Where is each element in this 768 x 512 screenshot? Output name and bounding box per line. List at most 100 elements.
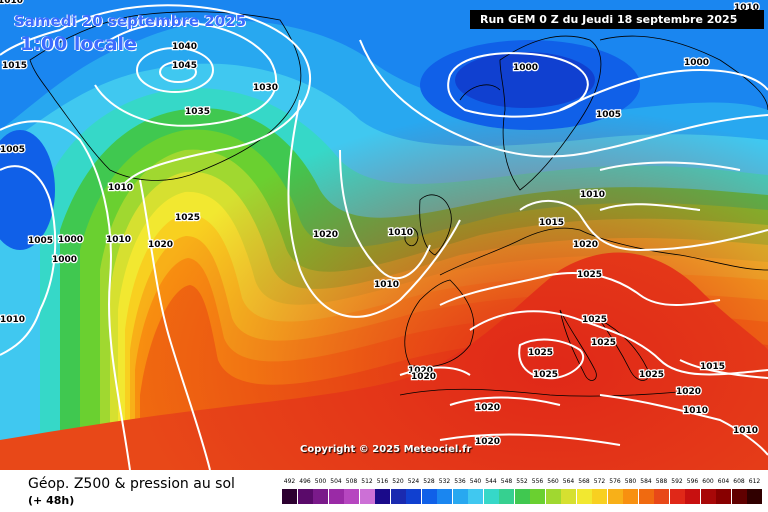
pressure-label: 1025 — [528, 348, 553, 358]
legend-value-label: 528 — [423, 478, 435, 485]
legend-color-swatch — [700, 489, 716, 504]
legend-color-swatch — [313, 489, 328, 504]
legend-color-swatch — [468, 489, 483, 504]
legend-value-label: 568 — [578, 478, 590, 485]
pressure-label: 1030 — [253, 83, 278, 93]
legend-value-label: 500 — [314, 478, 327, 485]
pressure-label: 1010 — [580, 190, 605, 200]
model-run-banner: Run GEM 0 Z du Jeudi 18 septembre 2025 — [470, 10, 764, 29]
legend-value-label: 604 — [717, 478, 730, 485]
legend-value-label: 584 — [640, 478, 652, 485]
pressure-label: 1025 — [533, 370, 558, 380]
pressure-label: 1000 — [58, 235, 83, 245]
legend-color-swatch — [638, 489, 654, 504]
legend-color-swatch — [545, 489, 561, 504]
legend-color-swatch — [483, 489, 499, 504]
legend-value-label: 612 — [748, 478, 761, 485]
pressure-label: 1020 — [676, 387, 701, 397]
pressure-label: 1020 — [475, 403, 500, 413]
pressure-label: 1010 — [0, 0, 23, 6]
pressure-label: 1020 — [573, 240, 598, 250]
legend-color-swatch — [669, 489, 685, 504]
pressure-label: 1010 — [683, 406, 708, 416]
legend-color-swatch — [421, 489, 437, 504]
pressure-label: 1025 — [577, 270, 602, 280]
pressure-label: 1005 — [596, 110, 621, 120]
legend-color-swatch — [406, 489, 421, 504]
pressure-label: 1000 — [513, 63, 538, 73]
weather-map: 1040 1045 1030 1035 1015 1005 1010 1025 … — [0, 0, 768, 470]
legend-value-label: 608 — [733, 478, 745, 485]
legend-value-label: 600 — [702, 478, 714, 485]
legend-value-label: 564 — [562, 478, 575, 485]
pressure-label: 1020 — [475, 437, 500, 447]
legend-value-label: 512 — [361, 478, 373, 485]
legend-value-label: 548 — [500, 478, 513, 485]
pressure-label: 1045 — [172, 61, 197, 71]
legend-color-swatch — [437, 489, 452, 504]
pressure-label: 1025 — [175, 213, 200, 223]
legend-value-label: 560 — [547, 478, 559, 485]
copyright-notice: Copyright © 2025 Meteociel.fr — [300, 444, 472, 455]
pressure-label: 1020 — [313, 230, 338, 240]
legend-color-swatch — [623, 489, 638, 504]
forecast-date: Samedi 20 septembre 2025 — [14, 12, 247, 30]
pressure-label: 1010 — [388, 228, 413, 238]
legend-value-label: 508 — [345, 478, 358, 485]
legend-color-swatch — [297, 489, 313, 504]
legend-color-swatch — [452, 489, 468, 504]
legend-color-swatch — [747, 489, 762, 504]
legend-color-swatch — [530, 489, 545, 504]
legend-color-swatch — [499, 489, 514, 504]
legend-color-swatch — [685, 489, 700, 504]
legend-value-label: 504 — [330, 478, 342, 485]
legend-value-label: 492 — [283, 478, 296, 485]
pressure-label: 1035 — [185, 107, 210, 117]
legend-value-label: 520 — [392, 478, 404, 485]
pressure-label: 1020 — [408, 366, 433, 376]
legend-value-label: 544 — [485, 478, 497, 485]
legend-color-swatch — [607, 489, 623, 504]
legend-value-label: 588 — [655, 478, 668, 485]
legend-color-swatch — [282, 489, 297, 504]
pressure-label: 1000 — [684, 58, 709, 68]
pressure-label: 1010 — [108, 183, 133, 193]
isobars — [0, 4, 768, 470]
pressure-label: 1005 — [28, 236, 53, 246]
legend-value-label: 596 — [686, 478, 699, 485]
legend-value-label: 516 — [376, 478, 389, 485]
pressure-label: 1010 — [106, 235, 131, 245]
pressure-label: 1010 — [374, 280, 399, 290]
legend-color-swatch — [731, 489, 747, 504]
pressure-label: 1025 — [639, 370, 664, 380]
pressure-label: 1015 — [700, 362, 725, 372]
forecast-local-time: 1:00 locale — [20, 33, 137, 55]
legend-value-label: 580 — [624, 478, 637, 485]
legend-value-label: 524 — [407, 478, 420, 485]
pressure-label: 1025 — [591, 338, 616, 348]
legend-color-swatch — [359, 489, 375, 504]
legend-color-swatch — [654, 489, 669, 504]
pressure-label: 1010 — [0, 315, 25, 325]
pressure-labels: 1040 1045 1030 1035 1015 1005 1010 1025 … — [0, 0, 760, 448]
pressure-label: 1005 — [0, 145, 25, 155]
legend-value-label: 576 — [609, 478, 621, 485]
legend-value-label: 532 — [438, 478, 451, 485]
legend-color-swatch — [576, 489, 592, 504]
pressure-label: 1010 — [733, 426, 758, 436]
legend-color-swatch — [328, 489, 344, 504]
pressure-label: 1020 — [411, 372, 436, 382]
legend-value-label: 592 — [671, 478, 683, 485]
pressure-label: 1020 — [148, 240, 173, 250]
color-scale-legend: 492 496 500 504 508 512 516 520 524 528 532 536 540 5… — [282, 478, 762, 510]
pressure-label: 1025 — [582, 315, 607, 325]
legend-color-swatch — [716, 489, 731, 504]
legend-value-label: 536 — [454, 478, 466, 485]
legend-color-swatch — [390, 489, 406, 504]
legend-color-swatch — [375, 489, 390, 504]
legend-value-label: 556 — [531, 478, 544, 485]
legend-color-swatch — [561, 489, 576, 504]
legend-color-swatch — [514, 489, 530, 504]
z500-field — [0, 0, 768, 470]
